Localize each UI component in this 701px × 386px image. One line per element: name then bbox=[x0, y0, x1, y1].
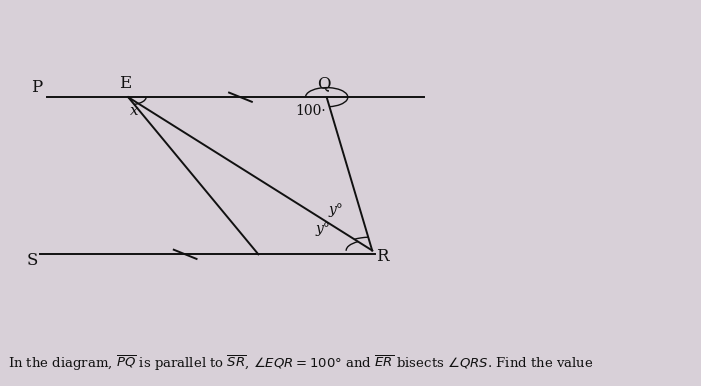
Text: R: R bbox=[376, 248, 388, 265]
Text: y°: y° bbox=[316, 222, 331, 236]
Text: x: x bbox=[130, 103, 139, 118]
Text: P: P bbox=[32, 79, 43, 96]
Text: E: E bbox=[119, 75, 131, 92]
Text: y°: y° bbox=[329, 203, 344, 217]
Text: 100·: 100· bbox=[295, 103, 326, 118]
Text: S: S bbox=[26, 252, 38, 269]
Text: Q: Q bbox=[317, 75, 330, 92]
Text: In the diagram, $\overline{PQ}$ is parallel to $\overline{SR}$, $\angle EQR = 10: In the diagram, $\overline{PQ}$ is paral… bbox=[8, 354, 594, 373]
